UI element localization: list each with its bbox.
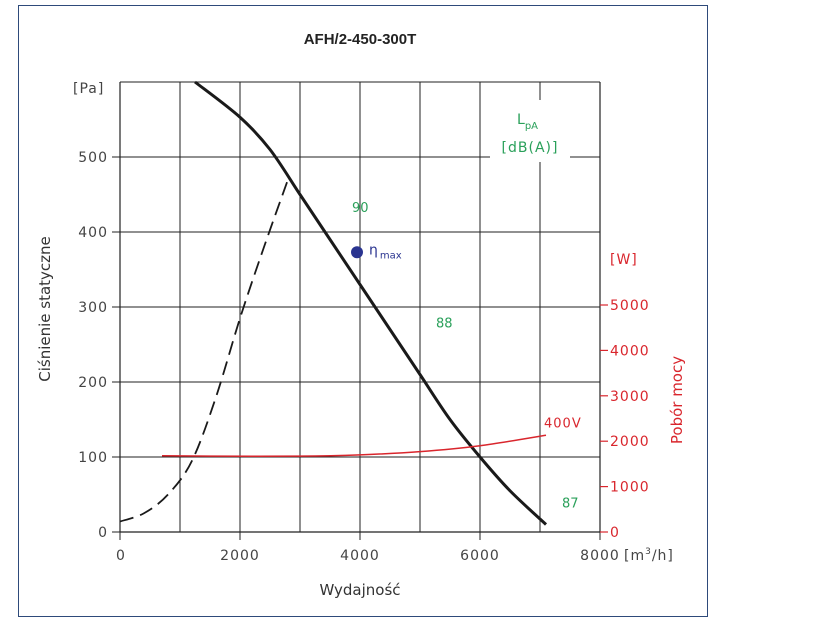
- y2-tick-label: 2000: [610, 434, 650, 450]
- y2-tick-label: 4000: [610, 343, 650, 359]
- y2-tick-label: 5000: [610, 298, 650, 314]
- y-tick-label: 300: [78, 300, 108, 316]
- series-system: [119, 179, 289, 523]
- noise-level-label: 90: [352, 201, 369, 216]
- x-axis-label: Wydajność: [319, 581, 400, 599]
- y-tick-label: 400: [78, 225, 108, 241]
- x-tick-label: 8000: [580, 548, 620, 564]
- series-layer: [119, 80, 548, 526]
- y-unit-label: [Pa]: [73, 81, 104, 97]
- x-tick-label: 4000: [340, 548, 380, 564]
- x-unit-label: [m3/h]: [624, 547, 674, 564]
- y-tick-label: 200: [78, 375, 108, 391]
- eta-max-point: [351, 246, 363, 259]
- y2-tick-label: 0: [610, 525, 620, 541]
- series-power: [161, 434, 547, 458]
- chart-title: AFH/2-450-300T: [304, 31, 417, 48]
- series-pressure: [194, 80, 548, 526]
- y2-axis-label: Pobór mocy: [668, 356, 686, 444]
- noise-legend-box: [490, 100, 570, 162]
- x-tick-label: 6000: [460, 548, 500, 564]
- y-tick-label: 100: [78, 450, 108, 466]
- y-axis-label: Ciśnienie statyczne: [36, 236, 54, 382]
- noise-level-label: 87: [562, 496, 579, 511]
- y2-tick-label: 3000: [610, 389, 650, 405]
- y2-tick-label: 1000: [610, 480, 650, 496]
- eta-max-label: η max: [369, 242, 402, 261]
- noise-level-label: 88: [436, 316, 453, 331]
- series-label-400v: 400V: [544, 416, 582, 431]
- y-tick-label: 0: [98, 525, 108, 541]
- chart-frame: [18, 5, 708, 617]
- y2-unit-label: [W]: [610, 252, 638, 268]
- noise-legend-unit: [dB(A)]: [502, 140, 559, 156]
- y-tick-label: 500: [78, 150, 108, 166]
- x-tick-label: 2000: [220, 548, 260, 564]
- x-tick-label: 0: [116, 548, 126, 564]
